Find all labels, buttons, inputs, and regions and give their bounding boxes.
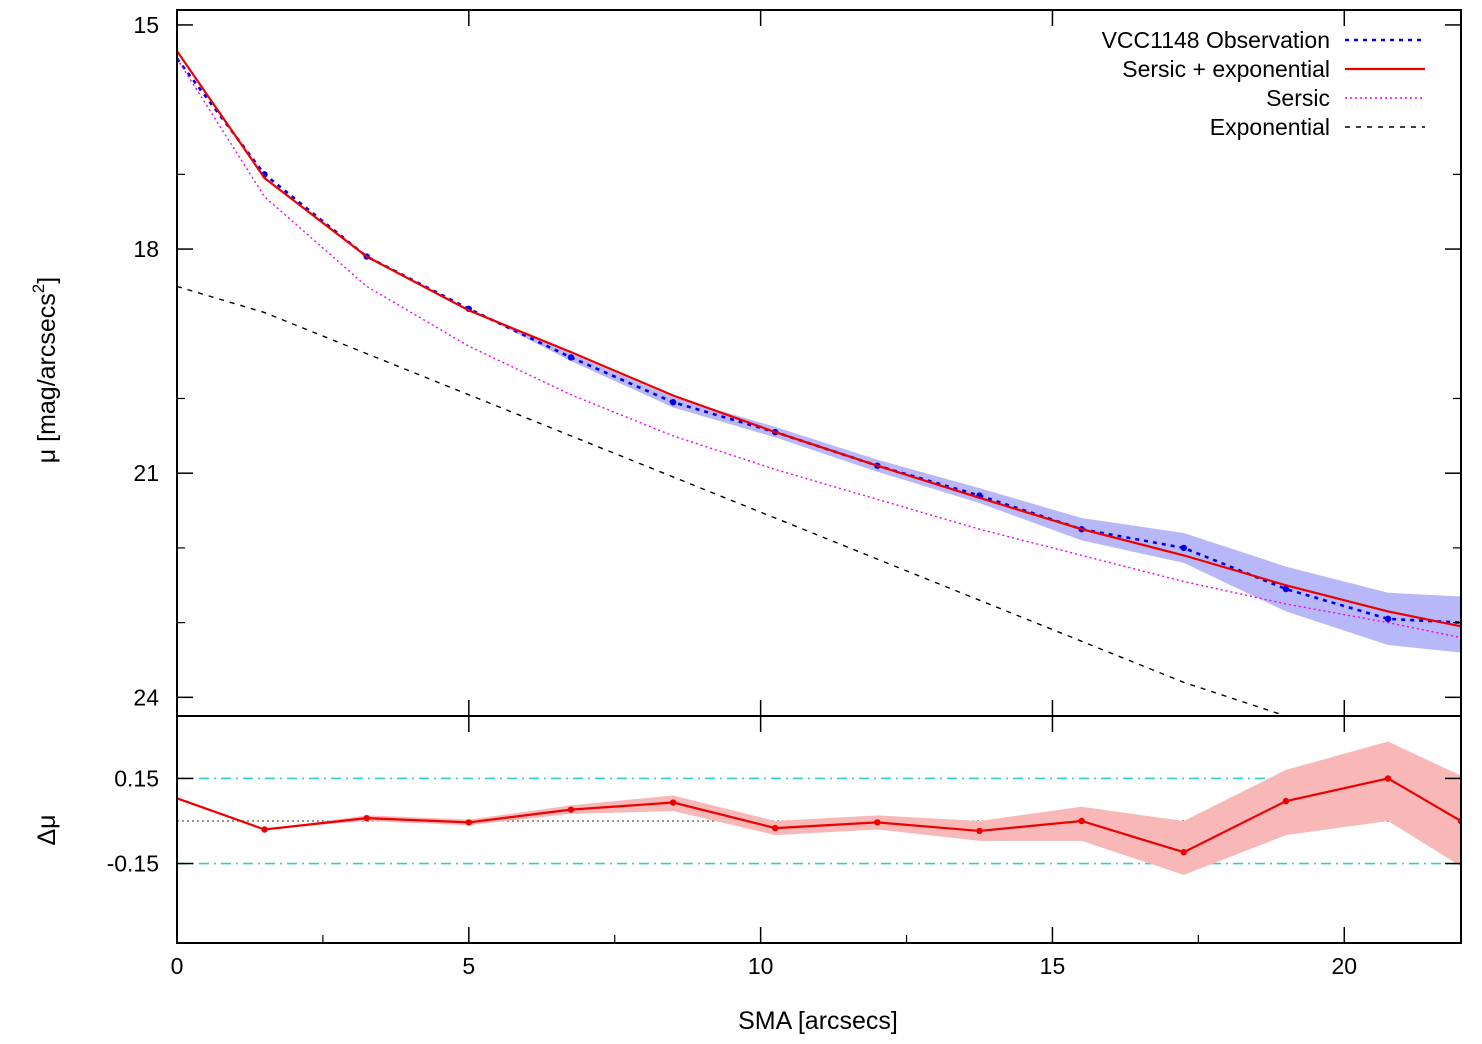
x-tick-label: 0 bbox=[171, 953, 184, 979]
legend-entry-label: Sersic + exponential bbox=[1122, 56, 1330, 82]
residual-data-point bbox=[1384, 775, 1392, 782]
main-data-point bbox=[1384, 615, 1392, 623]
main-data-point bbox=[1282, 585, 1290, 593]
residual-y-axis-label: Δμ bbox=[33, 814, 61, 845]
main-series-line-1 bbox=[177, 50, 1461, 628]
x-tick-label: 15 bbox=[1040, 953, 1066, 979]
residual-data-point bbox=[261, 826, 268, 833]
residual-data-point bbox=[976, 827, 983, 835]
residual-series-line-0 bbox=[177, 777, 1461, 854]
main-y-tick-label: 15 bbox=[133, 12, 159, 38]
main-y-tick-label: 24 bbox=[133, 684, 159, 710]
residual-data-point bbox=[1180, 849, 1187, 856]
residual-error-band-0 bbox=[177, 741, 1461, 875]
legend: VCC1148 Observation Sersic + exponential S… bbox=[1102, 27, 1425, 140]
x-tick-label: 10 bbox=[748, 953, 774, 979]
residual-y-tick-label: 0.15 bbox=[114, 765, 159, 791]
main-y-tick-label: 18 bbox=[133, 236, 159, 262]
legend-entry-label: VCC1148 Observation bbox=[1102, 27, 1330, 53]
main-y-axis-label-text: μ [mag/arcsecs bbox=[33, 293, 61, 463]
residual-data-point bbox=[567, 806, 575, 813]
residual-ticks: 0 5 10 15 20 0.15 -0.15 bbox=[107, 716, 1461, 979]
x-tick-label: 20 bbox=[1331, 953, 1357, 979]
main-y-axis-label: μ [mag/arcsecs2] bbox=[29, 277, 61, 463]
residual-data-point bbox=[669, 799, 677, 806]
main-data-point bbox=[669, 399, 677, 406]
legend-entry-label: Exponential bbox=[1210, 114, 1330, 140]
main-y-axis-label-superscript: 2 bbox=[29, 284, 48, 293]
legend-entry-label: Sersic bbox=[1266, 85, 1330, 111]
main-series-line-3 bbox=[177, 285, 1287, 716]
main-data-point bbox=[567, 354, 575, 361]
residual-data-point bbox=[1078, 817, 1085, 825]
residual-data-point bbox=[1282, 797, 1290, 805]
residual-data-point bbox=[874, 819, 881, 826]
main-ticks: 15 18 21 24 bbox=[133, 10, 1461, 716]
main-series bbox=[177, 50, 1461, 716]
main-error-band-0 bbox=[177, 58, 1461, 653]
residual-plot-frame bbox=[176, 715, 1462, 944]
main-y-tick-label: 21 bbox=[133, 460, 159, 486]
main-y-axis-label-tail: ] bbox=[33, 277, 61, 284]
residual-data-point bbox=[363, 814, 370, 822]
residual-frame-rect bbox=[176, 715, 1462, 944]
residual-data-point bbox=[465, 819, 473, 826]
residual-bands bbox=[177, 741, 1461, 875]
main-series-line-2 bbox=[177, 58, 1461, 639]
main-bands bbox=[177, 58, 1461, 653]
residual-series bbox=[177, 775, 1461, 856]
x-axis-label: SMA [arcsecs] bbox=[738, 1007, 898, 1035]
residual-y-tick-label: -0.15 bbox=[107, 851, 159, 877]
residual-data-point bbox=[772, 824, 779, 832]
main-data-point bbox=[1180, 544, 1187, 552]
x-tick-label: 5 bbox=[462, 953, 475, 979]
